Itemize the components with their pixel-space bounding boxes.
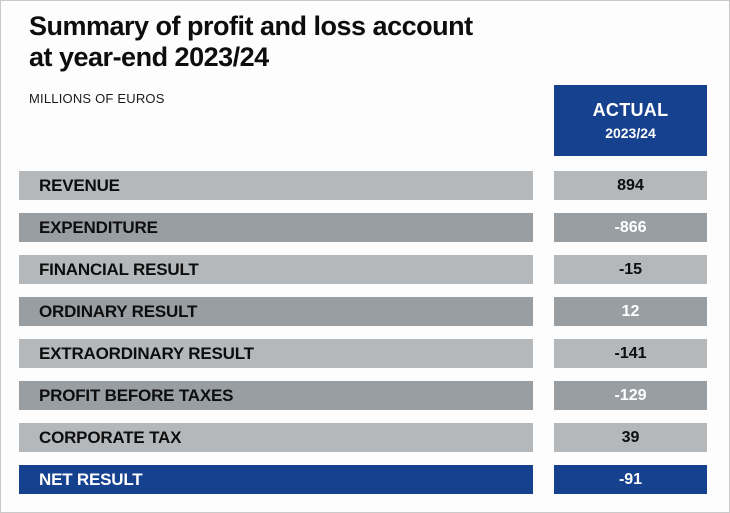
row-value: -866 (554, 213, 707, 242)
row-value: -15 (554, 255, 707, 284)
row-value: 894 (554, 171, 707, 200)
row-value: 39 (554, 423, 707, 452)
row-label: EXPENDITURE (19, 213, 533, 242)
row-label: ORDINARY RESULT (19, 297, 533, 326)
column-header-period: 2023/24 (605, 125, 656, 141)
page-title: Summary of profit and loss account at ye… (29, 11, 473, 73)
row-label: NET RESULT (19, 465, 533, 494)
column-header-actual: ACTUAL 2023/24 (554, 85, 707, 156)
row-value: 12 (554, 297, 707, 326)
table-row-profit-before-taxes: PROFIT BEFORE TAXES -129 (19, 381, 707, 410)
table-row-revenue: REVENUE 894 (19, 171, 707, 200)
title-line-2: at year-end 2023/24 (29, 42, 269, 73)
row-label: EXTRAORDINARY RESULT (19, 339, 533, 368)
table-row-ordinary-result: ORDINARY RESULT 12 (19, 297, 707, 326)
row-label: FINANCIAL RESULT (19, 255, 533, 284)
row-label: REVENUE (19, 171, 533, 200)
table-row-extraordinary-result: EXTRAORDINARY RESULT -141 (19, 339, 707, 368)
table-row-corporate-tax: CORPORATE TAX 39 (19, 423, 707, 452)
row-value: -141 (554, 339, 707, 368)
row-value: -129 (554, 381, 707, 410)
units-label: MILLIONS OF EUROS (29, 91, 165, 106)
title-line-1: Summary of profit and loss account (29, 11, 473, 41)
table-row-expenditure: EXPENDITURE -866 (19, 213, 707, 242)
column-header-label: ACTUAL (592, 100, 669, 120)
table-row-financial-result: FINANCIAL RESULT -15 (19, 255, 707, 284)
pl-table: REVENUE 894 EXPENDITURE -866 FINANCIAL R… (19, 171, 707, 494)
row-label: PROFIT BEFORE TAXES (19, 381, 533, 410)
table-row-net-result: NET RESULT -91 (19, 465, 707, 494)
row-value: -91 (554, 465, 707, 494)
row-label: CORPORATE TAX (19, 423, 533, 452)
